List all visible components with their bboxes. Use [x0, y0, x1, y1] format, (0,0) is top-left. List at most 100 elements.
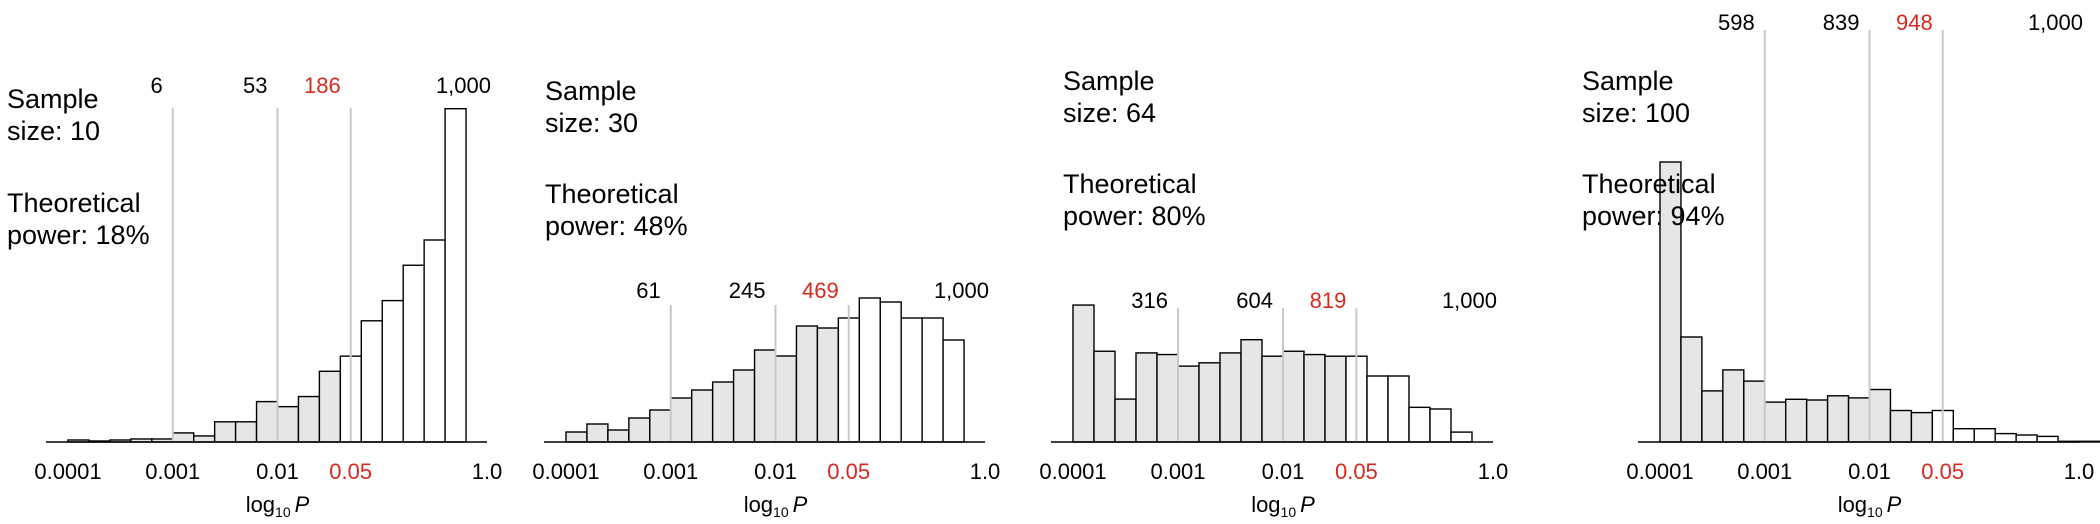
histogram-bar: [1701, 390, 1724, 443]
histogram-bar: [1994, 432, 2017, 443]
bars: [565, 297, 965, 443]
histogram-bar: [1366, 375, 1389, 443]
x-tick-label: 0.01: [256, 459, 299, 484]
histogram-bar: [586, 423, 609, 443]
histogram-bar: [2078, 440, 2100, 443]
histogram-bar: [711, 381, 735, 443]
x-tick-label: 0.001: [145, 459, 200, 484]
histogram-bar: [753, 349, 777, 443]
x-tick-label: 0.0001: [34, 459, 101, 484]
histogram-bar: [255, 400, 279, 443]
histogram-bar: [1219, 352, 1242, 443]
cumulative-count-label: 6: [151, 73, 163, 98]
x-tick-label: 0.001: [1737, 459, 1792, 484]
cumulative-count-label: 1,000: [2028, 10, 2083, 35]
histogram-bar: [1324, 355, 1347, 443]
sample-size-heading: Sample: [545, 76, 637, 106]
histogram-bar: [900, 317, 923, 443]
histogram-bar: [1680, 336, 1703, 443]
cumulative-count-label: 316: [1131, 288, 1168, 313]
histogram-bar: [565, 431, 588, 443]
histogram-bar: [1135, 352, 1158, 443]
histogram-bar: [360, 320, 383, 443]
histogram-bar: [942, 339, 965, 443]
histogram-panel-sample-size-100: 598 839 948 1,000 0.0001 0.001 0.01 0.05 1.0 log1…: [1582, 10, 2100, 520]
histogram-bar: [297, 395, 321, 443]
x-tick-label: 0.05: [1335, 459, 1378, 484]
x-tick-label: 1.0: [1478, 459, 1509, 484]
histogram-bar: [774, 355, 798, 443]
sample-size-value: size: 64: [1063, 98, 1156, 128]
sample-size-value: size: 30: [545, 108, 638, 138]
histogram-bar: [732, 369, 756, 443]
histogram-bar: [318, 370, 342, 443]
bars: [67, 107, 467, 443]
x-tick-label: 0.001: [643, 459, 698, 484]
histogram-bar: [1868, 388, 1892, 443]
histogram-bar: [1156, 353, 1179, 443]
x-tick-label: 0.01: [1848, 459, 1891, 484]
cumulative-count-label: 839: [1823, 10, 1860, 35]
cumulative-count-label: 469: [802, 278, 839, 303]
cumulative-count-label: 1,000: [436, 73, 491, 98]
histogram-bar: [1093, 350, 1116, 443]
histogram-bar: [1387, 375, 1410, 443]
histogram-bar: [213, 421, 237, 443]
bars: [1072, 304, 1473, 443]
x-axis-label: log10 P: [1251, 492, 1315, 520]
histogram-bar: [816, 327, 840, 443]
cumulative-count-label: 53: [243, 73, 267, 98]
histogram-bar: [1889, 409, 1913, 443]
histogram-bar: [1952, 428, 1975, 443]
histogram-bar: [1261, 355, 1284, 443]
x-tick-label: 0.0001: [532, 459, 599, 484]
histogram-bar: [690, 389, 714, 443]
histogram-bar: [628, 417, 651, 443]
histogram-panel-sample-size-10: 6 53 186 1,000 0.0001 0.001 0.01 0.05 1.0 log10 P S…: [7, 73, 502, 520]
sample-size-heading: Sample: [7, 84, 99, 114]
histogram-bar: [1847, 397, 1871, 443]
histogram-bar: [921, 317, 944, 443]
histogram-bar: [172, 432, 195, 443]
histogram-bar: [381, 299, 404, 443]
histogram-bar: [2036, 435, 2059, 443]
x-tick-label: 0.01: [1262, 459, 1305, 484]
histogram-bar: [1450, 431, 1473, 443]
histogram-bar: [192, 435, 216, 443]
cumulative-count-label: 604: [1236, 288, 1273, 313]
histogram-bar: [1429, 408, 1452, 443]
sample-size-value: size: 100: [1582, 98, 1690, 128]
cumulative-count-label: 186: [304, 73, 341, 98]
cumulative-count-label: 819: [1310, 288, 1347, 313]
sample-size-heading: Sample: [1582, 66, 1674, 96]
theoretical-power-heading: Theoretical: [1063, 169, 1197, 199]
histogram-bar: [1408, 406, 1431, 443]
histogram-bar: [276, 405, 300, 443]
cumulative-count-label: 598: [1718, 10, 1755, 35]
x-tick-label: 0.05: [827, 459, 870, 484]
histogram-bar: [1722, 369, 1745, 443]
x-tick-label: 1.0: [2064, 459, 2095, 484]
histogram-bar: [1743, 380, 1766, 443]
histogram-bar: [649, 409, 672, 443]
histogram-bar: [607, 429, 630, 443]
histogram-bar: [2015, 434, 2038, 443]
cumulative-count-label: 61: [636, 278, 660, 303]
theoretical-power-heading: Theoretical: [545, 179, 679, 209]
theoretical-power-heading: Theoretical: [7, 188, 141, 218]
theoretical-power-value: power: 94%: [1582, 201, 1725, 231]
theoretical-power-value: power: 18%: [7, 220, 150, 250]
x-tick-label: 0.05: [1921, 459, 1964, 484]
x-tick-label: 0.05: [329, 459, 372, 484]
x-axis-label: log10 P: [744, 492, 808, 520]
histogram-bar: [1282, 350, 1305, 443]
histogram-bar: [1198, 362, 1221, 443]
histogram-bar: [402, 264, 425, 443]
histogram-panel-sample-size-64: 316 604 819 1,000 0.0001 0.001 0.01 0.05 1.0 log1…: [1040, 66, 1509, 520]
histogram-bar: [1072, 304, 1095, 443]
x-tick-label: 0.001: [1150, 459, 1205, 484]
histogram-bar: [670, 397, 693, 443]
cumulative-count-label: 1,000: [934, 278, 989, 303]
cumulative-count-label: 948: [1896, 10, 1933, 35]
